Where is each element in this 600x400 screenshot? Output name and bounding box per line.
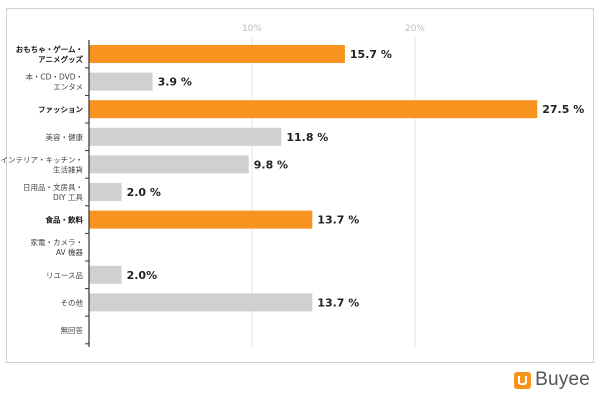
category-label: 美容・健康 [46,132,84,142]
category-label: 家電・カメラ・ [31,237,84,247]
category-label: リユース品 [46,271,83,280]
category-label: DIY 工具 [53,193,83,202]
bar [89,72,153,91]
value-label: 11.8 % [286,131,328,144]
brand-logo: Buyee [514,369,590,391]
bar [89,183,122,201]
shopping-bag-icon [514,371,532,389]
value-label: 27.5 % [542,103,584,116]
brand-name: Buyee [535,369,590,390]
value-label: 3.9 % [158,76,192,89]
value-label: 9.8 % [254,158,288,171]
bar [89,100,538,119]
bar [89,127,282,146]
x-tick-label: 10% [242,24,262,34]
category-label: AV 機器 [56,247,84,257]
category-label: 本・CD・DVD・ [25,72,83,82]
bar [89,265,122,284]
value-label: 13.7 % [317,296,359,309]
value-label: 2.0% [127,269,158,282]
value-label: 2.0 % [127,186,161,199]
bar [89,155,249,174]
category-label: エンタメ [53,83,83,92]
bar [89,210,313,229]
bar [89,293,313,312]
value-label: 15.7 % [350,48,392,61]
category-label: インテリア・キッチン・ [1,155,84,164]
category-label: アニメグッズ [38,54,83,64]
category-label: 食品・飲料 [46,215,84,225]
x-tick-label: 20% [405,24,425,34]
category-label: 日用品・文房具・ [23,182,83,192]
category-label: 無回答 [61,325,84,335]
category-label: 生活雑貨 [53,164,83,174]
bar [89,45,345,63]
value-label: 13.7 % [317,214,359,227]
category-label: ファッション [38,105,83,114]
category-label: おもちゃ・ゲーム・ [16,44,83,54]
category-label: その他 [61,297,84,307]
